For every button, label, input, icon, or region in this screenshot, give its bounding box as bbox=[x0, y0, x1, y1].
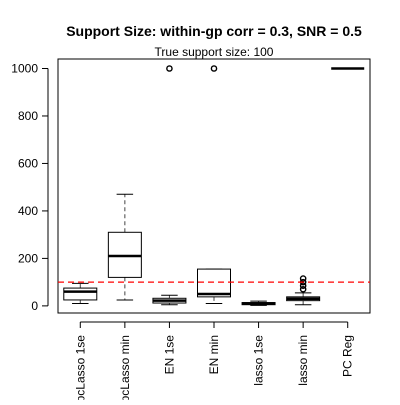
y-tick-label-0: 0 bbox=[31, 299, 38, 313]
box-3 bbox=[197, 268, 231, 298]
y-tick-label-800: 800 bbox=[18, 109, 38, 123]
outlier-3-0 bbox=[210, 65, 218, 72]
outlier-2-0 bbox=[166, 65, 173, 72]
outlier-5-3 bbox=[299, 275, 307, 282]
y-tick-label-400: 400 bbox=[18, 204, 38, 218]
outlier-5-0 bbox=[299, 285, 307, 293]
x-tick-label-0: pcLasso 1se bbox=[73, 335, 87, 400]
outlier-5-1 bbox=[299, 282, 307, 290]
box-0 bbox=[63, 287, 98, 301]
chart-title: Support Size: within-gp corr = 0.3, SNR … bbox=[66, 23, 362, 39]
x-tick-label-6: PC Reg bbox=[341, 335, 355, 377]
x-tick-label-5: lasso min bbox=[296, 335, 310, 386]
chart-subtitle: True support size: 100 bbox=[155, 45, 274, 59]
chart-marks: 0 200 400 600 800 1000 pcLasso 1se pcLasso min E… bbox=[11, 61, 370, 402]
x-tick-label-4: lasso 1se bbox=[252, 335, 266, 386]
x-tick-label-3: EN min bbox=[207, 335, 221, 374]
x-tick-label-1: pcLasso min bbox=[118, 335, 132, 400]
y-tick-label-200: 200 bbox=[18, 251, 38, 265]
x-tick-label-2: EN 1se bbox=[162, 335, 176, 375]
y-tick-label-1000: 1000 bbox=[11, 61, 38, 75]
y-tick-label-600: 600 bbox=[18, 156, 38, 170]
plot-frame bbox=[57, 58, 371, 314]
